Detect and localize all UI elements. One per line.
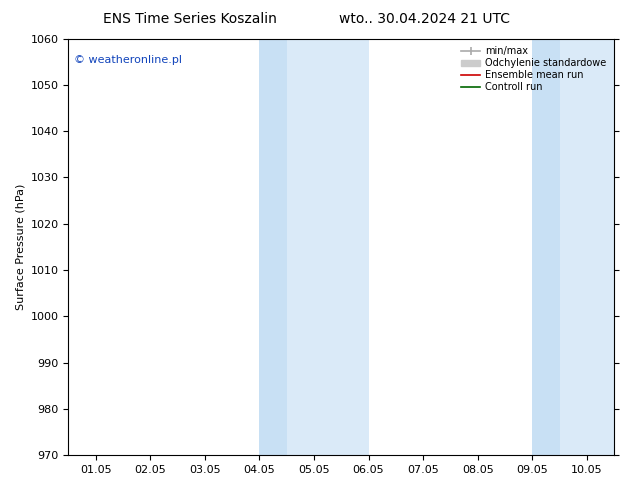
Y-axis label: Surface Pressure (hPa): Surface Pressure (hPa)	[15, 184, 25, 310]
Bar	[287, 39, 368, 455]
Text: ENS Time Series Koszalin: ENS Time Series Koszalin	[103, 12, 277, 26]
Bar	[560, 39, 614, 455]
Legend: min/max, Odchylenie standardowe, Ensemble mean run, Controll run: min/max, Odchylenie standardowe, Ensembl…	[458, 44, 609, 95]
Text: wto.. 30.04.2024 21 UTC: wto.. 30.04.2024 21 UTC	[339, 12, 510, 26]
Bar	[259, 39, 287, 455]
Text: © weatheronline.pl: © weatheronline.pl	[74, 55, 182, 65]
Bar	[533, 39, 560, 455]
